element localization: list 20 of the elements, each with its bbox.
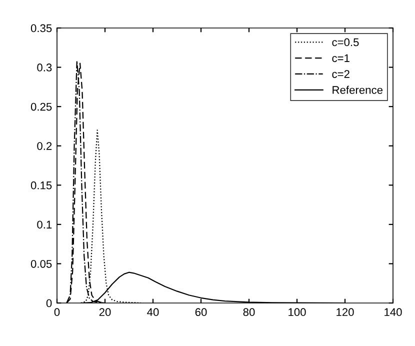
x-tick-label: 0	[54, 308, 60, 316]
y-tick-label: 0.3	[37, 64, 52, 72]
y-tick-label: 0.25	[30, 102, 52, 111]
legend-label: c=1	[332, 54, 350, 62]
y-tick-label: 0.05	[30, 260, 52, 268]
y-tick-label: 0.1	[37, 220, 52, 229]
x-tick-label: 40	[147, 308, 159, 316]
x-tick-label: 120	[336, 308, 354, 316]
x-tick-label: 80	[243, 308, 255, 316]
y-tick-label: 0.15	[30, 181, 52, 190]
y-tick-label: 0.35	[30, 24, 52, 32]
y-tick-label: 0.2	[37, 142, 52, 150]
x-tick-label: 60	[195, 308, 207, 316]
legend-label: c=2	[332, 70, 350, 78]
x-tick-label: 140	[384, 308, 402, 316]
legend-label: c=0.5	[332, 38, 359, 46]
x-tick-label: 20	[99, 308, 111, 316]
legend-label: Reference	[332, 86, 383, 94]
y-tick-label: 0	[46, 299, 52, 308]
x-tick-label: 100	[288, 308, 306, 316]
